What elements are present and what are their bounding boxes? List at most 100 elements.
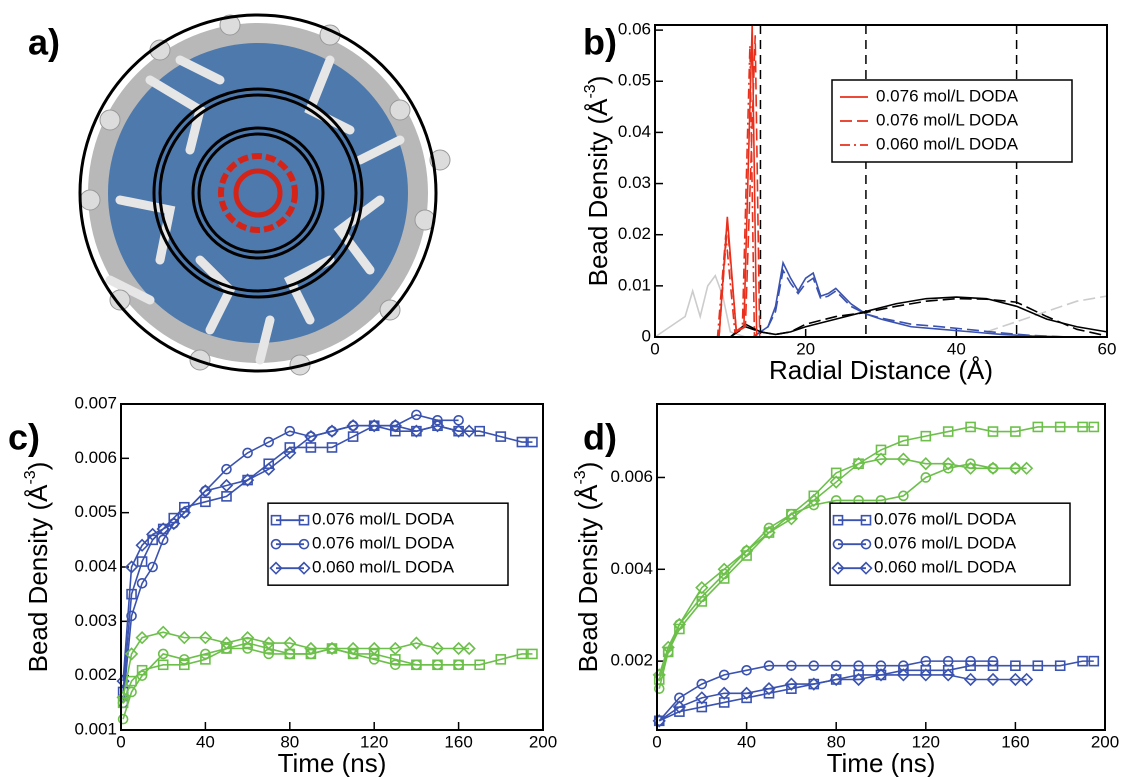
- legend-label: 0.060 mol/L DODA: [874, 558, 1017, 577]
- marker: [304, 429, 318, 444]
- marker: [495, 431, 507, 442]
- y-tick-label: 0.06: [618, 20, 651, 39]
- marker: [898, 490, 909, 502]
- marker: [146, 527, 160, 542]
- y-tick-label: 0.004: [610, 559, 653, 578]
- marker: [270, 514, 282, 526]
- panel-label: d): [583, 417, 617, 458]
- marker: [853, 660, 864, 672]
- molecule-render: a): [28, 13, 451, 376]
- x-tick-label: 80: [827, 732, 846, 751]
- marker: [198, 484, 213, 498]
- y-tick-label: 0.006: [610, 467, 653, 486]
- marker: [661, 640, 675, 654]
- series-line: [654, 273, 746, 338]
- marker: [157, 659, 169, 671]
- marker: [219, 478, 234, 493]
- x-tick-label: 0: [650, 339, 659, 358]
- marker: [177, 506, 191, 520]
- x-tick-label: 40: [196, 732, 215, 751]
- marker: [124, 560, 139, 574]
- marker: [1077, 655, 1088, 667]
- marker: [430, 641, 445, 656]
- y-axis-label-part: Bead Density (Å: [573, 484, 603, 673]
- marker: [298, 514, 310, 526]
- marker: [919, 457, 933, 471]
- marker: [346, 641, 360, 656]
- marker: [860, 538, 872, 550]
- marker: [462, 641, 476, 656]
- marker: [242, 637, 253, 649]
- y-tick-label: 0.007: [74, 393, 117, 412]
- y-axis-label-part: -3: [22, 470, 39, 484]
- marker: [896, 668, 911, 682]
- plot-frame: [654, 24, 1108, 338]
- series-line: [752, 260, 1107, 338]
- marker: [941, 457, 955, 471]
- marker: [739, 544, 754, 558]
- x-tick-label: 20: [796, 339, 815, 358]
- series-line: [658, 674, 1027, 722]
- marker: [986, 672, 1000, 687]
- marker: [762, 525, 776, 540]
- marker: [126, 588, 137, 600]
- marker: [942, 655, 954, 667]
- marker: [156, 625, 170, 639]
- marker: [409, 636, 424, 650]
- marker: [1010, 426, 1021, 437]
- series-line: [752, 268, 1107, 338]
- y-axis-label-part: -3: [572, 470, 589, 484]
- marker: [298, 538, 310, 550]
- marker: [368, 648, 380, 660]
- x-tick-label: 120: [912, 732, 940, 751]
- cage: [218, 153, 298, 233]
- marker: [283, 636, 297, 650]
- marker: [388, 419, 402, 433]
- panel-label: a): [28, 22, 60, 63]
- marker: [430, 419, 445, 433]
- marker: [346, 419, 360, 433]
- marker: [367, 419, 381, 433]
- marker: [784, 512, 799, 526]
- marker: [1088, 421, 1100, 433]
- marker: [240, 631, 255, 645]
- marker: [919, 668, 933, 682]
- legend-box: [831, 79, 1073, 163]
- y-axis-label: Bead Density (Å-3): [582, 76, 613, 287]
- marker: [326, 442, 338, 453]
- y-tick-label: 0.003: [74, 611, 117, 630]
- marker: [283, 446, 297, 460]
- marker: [516, 648, 528, 660]
- series-line: [658, 660, 993, 722]
- x-tick-label: 200: [1091, 732, 1119, 751]
- marker: [147, 561, 158, 573]
- x-axis-label: Radial Distance (Å): [769, 355, 993, 385]
- marker: [156, 522, 170, 536]
- marker: [432, 414, 443, 426]
- y-axis-label-part: Bead Density (Å: [583, 98, 613, 287]
- marker: [116, 690, 130, 705]
- marker: [830, 660, 842, 672]
- y-tick-label: 0.004: [74, 556, 117, 575]
- marker: [920, 430, 932, 442]
- y-tick-label: 0.05: [618, 71, 651, 90]
- x-tick-label: 160: [444, 732, 472, 751]
- marker: [1019, 672, 1034, 687]
- marker: [717, 562, 731, 576]
- marker: [124, 647, 139, 661]
- marker: [453, 659, 464, 671]
- legend-label: 0.076 mol/L DODA: [876, 110, 1019, 129]
- marker: [1008, 672, 1023, 687]
- legend-label: 0.076 mol/L DODA: [312, 534, 455, 553]
- marker: [963, 461, 978, 475]
- marker: [305, 648, 317, 660]
- marker: [718, 669, 730, 681]
- marker: [786, 660, 797, 672]
- marker: [167, 516, 181, 531]
- marker: [297, 561, 311, 575]
- y-tick-label: 0.002: [74, 665, 117, 684]
- marker: [941, 668, 955, 682]
- marker: [389, 425, 401, 437]
- marker: [672, 700, 687, 714]
- marker: [451, 424, 466, 438]
